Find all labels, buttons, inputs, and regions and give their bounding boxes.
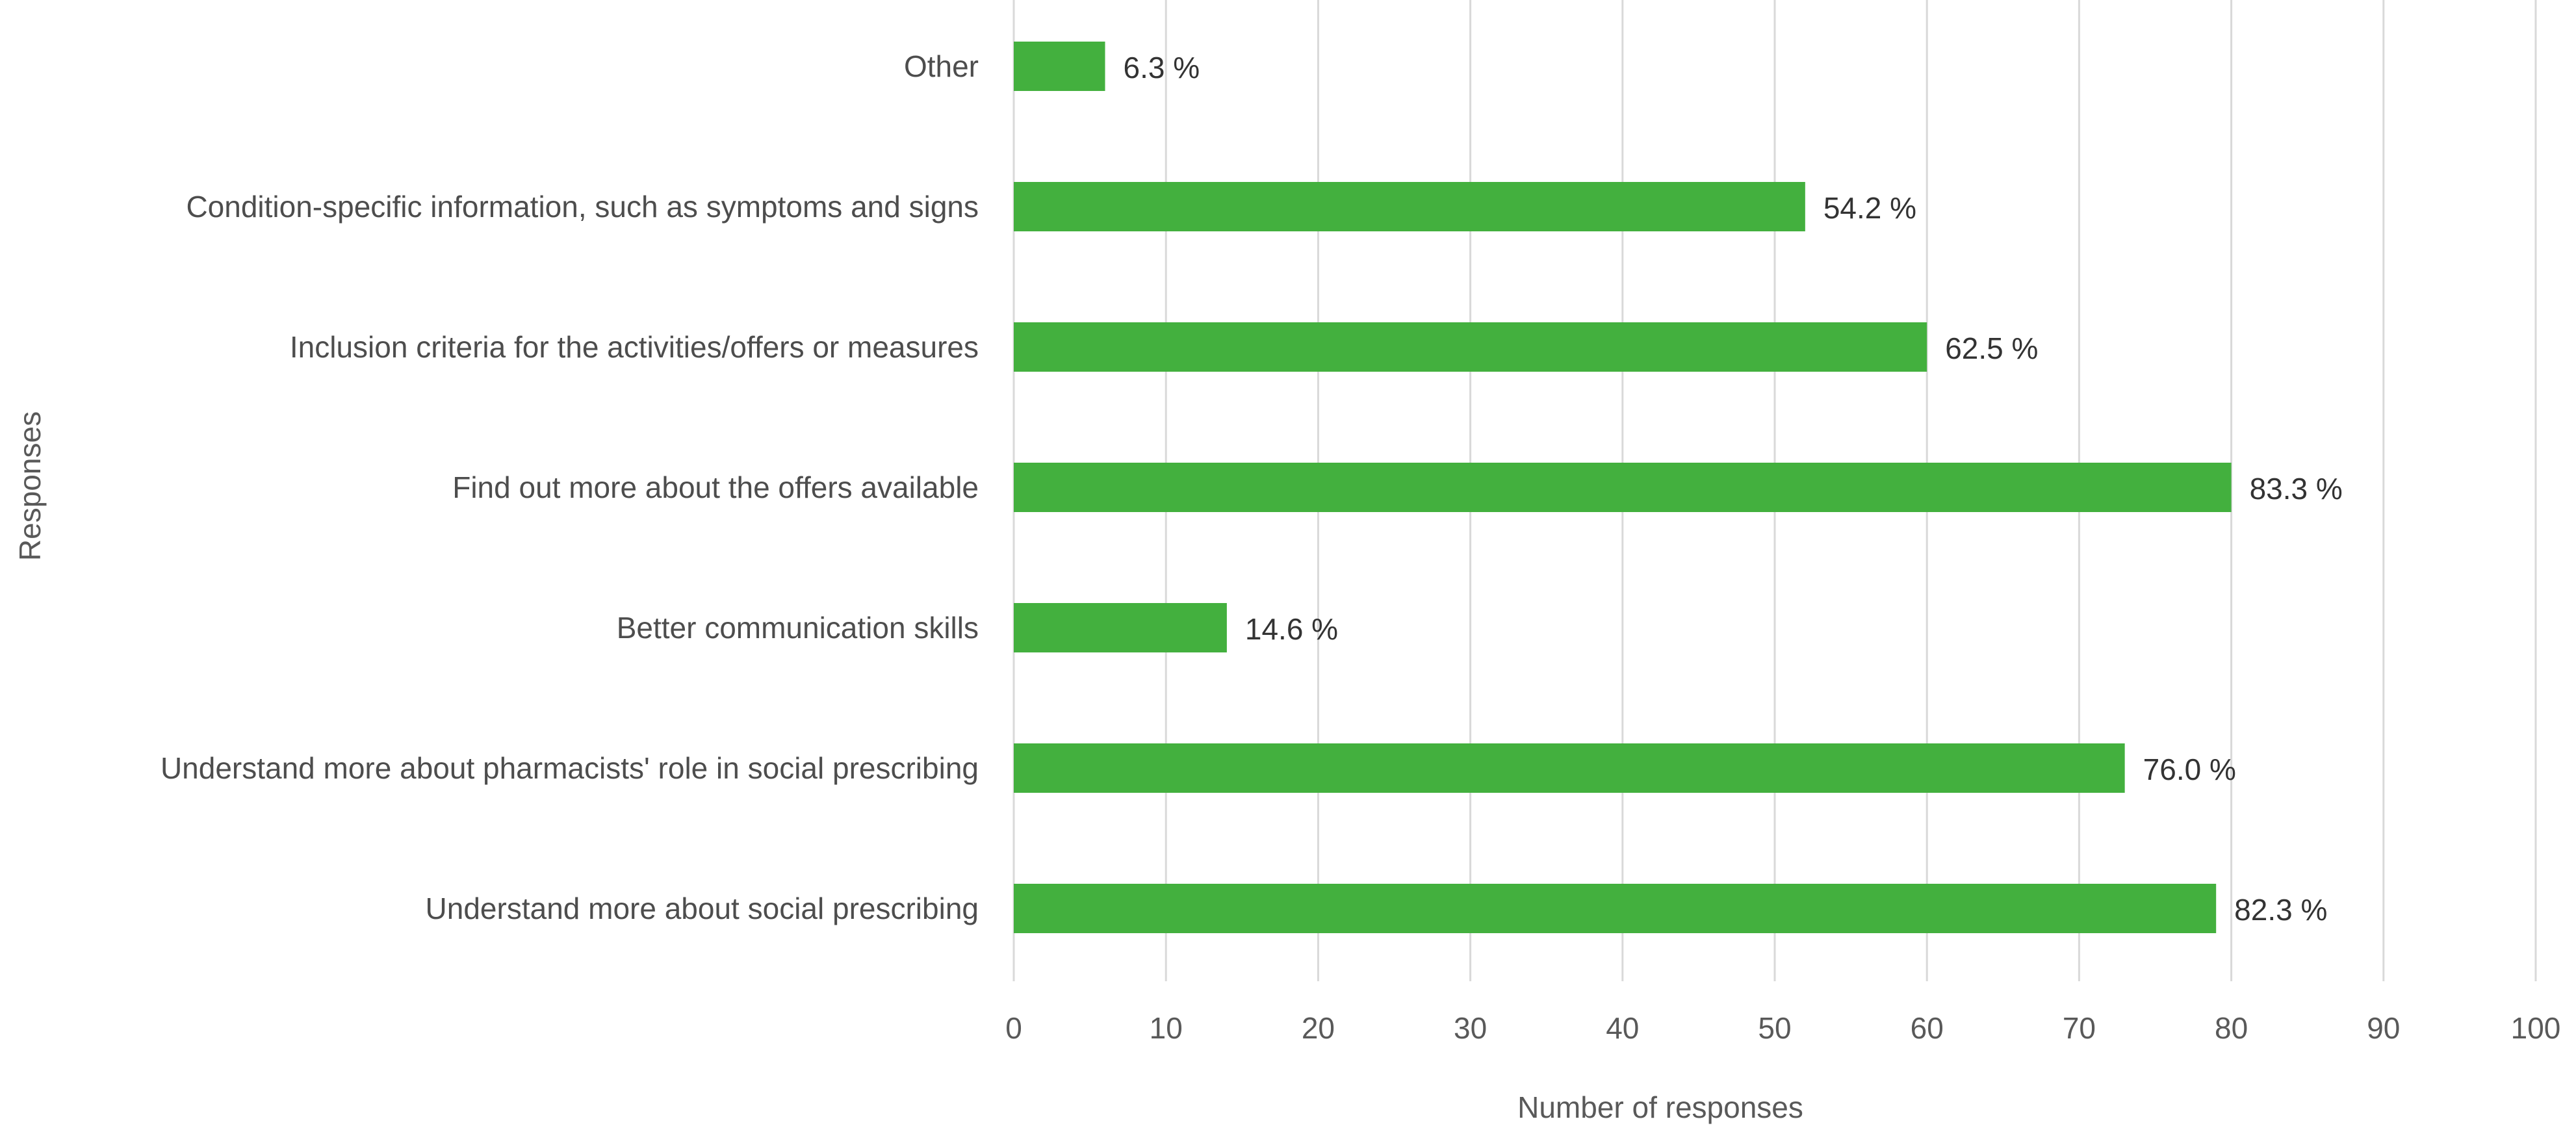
y-axis-title: Responses bbox=[13, 411, 47, 561]
data-label: 14.6 % bbox=[1245, 612, 1338, 646]
x-tick-label: 20 bbox=[1302, 1011, 1335, 1045]
bar bbox=[1014, 603, 1227, 652]
x-tick-label: 0 bbox=[1005, 1011, 1022, 1045]
x-tick-label: 100 bbox=[2511, 1011, 2561, 1045]
data-label: 82.3 % bbox=[2234, 893, 2327, 927]
bar bbox=[1014, 322, 1927, 372]
bar bbox=[1014, 884, 2217, 933]
x-tick-label: 30 bbox=[1454, 1011, 1487, 1045]
x-tick-label: 80 bbox=[2215, 1011, 2248, 1045]
category-label: Inclusion criteria for the activities/of… bbox=[290, 330, 979, 364]
category-label: Better communication skills bbox=[617, 611, 979, 645]
x-tick-label: 70 bbox=[2063, 1011, 2096, 1045]
data-label: 83.3 % bbox=[2250, 472, 2343, 506]
x-tick-label: 60 bbox=[1911, 1011, 1944, 1045]
bar bbox=[1014, 182, 1805, 231]
x-tick-label: 40 bbox=[1606, 1011, 1639, 1045]
category-label: Understand more about social prescribing bbox=[426, 892, 979, 925]
data-label: 6.3 % bbox=[1124, 51, 1200, 84]
category-label: Condition-specific information, such as … bbox=[186, 190, 979, 224]
data-label: 54.2 % bbox=[1823, 191, 1916, 225]
bars bbox=[1014, 42, 2232, 933]
data-label: 62.5 % bbox=[1945, 331, 2038, 365]
data-label: 76.0 % bbox=[2143, 753, 2236, 786]
x-axis-title: Number of responses bbox=[1517, 1090, 1803, 1124]
x-tick-label: 50 bbox=[1758, 1011, 1791, 1045]
category-label: Other bbox=[904, 49, 979, 83]
category-label: Understand more about pharmacists' role … bbox=[161, 751, 979, 785]
category-label: Find out more about the offers available bbox=[452, 470, 979, 504]
labels: 0 10 20 30 40 50 60 70 80 90 100 Other 6.3 % Conditio… bbox=[161, 49, 2560, 1045]
bar bbox=[1014, 743, 2125, 793]
bar bbox=[1014, 463, 2232, 512]
x-tick-label: 10 bbox=[1150, 1011, 1183, 1045]
x-tick-label: 90 bbox=[2367, 1011, 2400, 1045]
bar bbox=[1014, 42, 1105, 91]
